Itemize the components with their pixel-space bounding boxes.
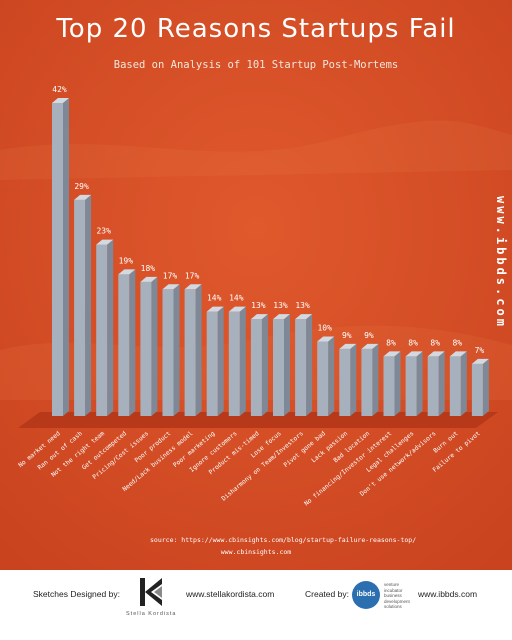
bar-side — [129, 269, 136, 416]
bar-top — [295, 314, 313, 320]
value-label: 13% — [295, 301, 310, 310]
bar-side — [107, 239, 114, 416]
value-label: 8% — [386, 338, 396, 347]
sketches-url[interactable]: www.stellakordista.com — [186, 589, 275, 599]
bar — [140, 281, 152, 416]
bar-side — [438, 351, 445, 416]
chart-title: Top 20 Reasons Startups Fail — [56, 14, 456, 44]
bar-top — [184, 284, 202, 290]
bar-top — [361, 343, 379, 349]
bar — [295, 319, 307, 416]
bar-side — [394, 351, 401, 416]
bar — [118, 274, 130, 416]
value-label: 8% — [408, 338, 418, 347]
value-label: 17% — [185, 271, 200, 280]
bar — [74, 199, 86, 416]
bar-side — [63, 98, 69, 416]
value-label: 29% — [74, 182, 89, 191]
ibbds-tagline: venture incubator business development s… — [384, 582, 410, 609]
bar-top — [74, 194, 92, 200]
bar-top — [250, 314, 268, 320]
bar-top — [118, 269, 136, 275]
bar — [184, 289, 196, 416]
value-label: 8% — [452, 338, 462, 347]
bar-top — [383, 351, 401, 357]
bar — [361, 348, 373, 416]
bar-side — [173, 284, 180, 416]
bar — [96, 244, 108, 416]
bar-top — [427, 351, 445, 357]
value-label: 9% — [364, 331, 374, 340]
bar — [162, 289, 174, 416]
bar-top — [52, 98, 69, 103]
bar — [383, 356, 395, 416]
bar — [317, 341, 329, 416]
value-label: 14% — [229, 294, 244, 303]
bar-side — [416, 351, 423, 416]
bar-top — [228, 306, 246, 312]
bar-side — [261, 314, 268, 416]
bar-side — [195, 284, 202, 416]
bar — [427, 356, 439, 416]
value-label: 42% — [52, 85, 67, 94]
created-label: Created by: — [305, 589, 349, 599]
bar-top — [405, 351, 423, 357]
value-label: 9% — [342, 331, 352, 340]
bar-top — [449, 351, 467, 357]
bar-side — [460, 351, 467, 416]
bar — [449, 356, 461, 416]
value-label: 23% — [96, 227, 111, 236]
category-label: Disharmony on Team/Investors — [220, 430, 305, 503]
infographic-poster: Top 20 Reasons Startups Fail Based on An… — [0, 0, 512, 570]
bar-side — [372, 343, 379, 416]
value-label: 19% — [119, 256, 134, 265]
bar — [339, 348, 351, 416]
bar-top — [273, 314, 290, 320]
value-label: 10% — [317, 323, 332, 332]
chart-subtitle: Based on Analysis of 101 Startup Post-Mo… — [113, 59, 399, 71]
bar-top — [206, 306, 224, 312]
value-label: 13% — [273, 301, 288, 310]
bar-side — [350, 343, 357, 416]
source-line: source: https://www.cbinsights.com/blog/… — [150, 536, 417, 544]
value-label: 7% — [475, 346, 485, 355]
bar-top — [96, 239, 114, 245]
bar-top — [317, 336, 335, 342]
value-label: 18% — [141, 264, 156, 273]
value-label: 14% — [207, 294, 222, 303]
ibbds-logo: ibbds — [352, 581, 380, 609]
bar — [250, 319, 262, 416]
bar-top — [162, 284, 180, 290]
bar-top — [339, 343, 357, 349]
bar-side — [151, 276, 158, 416]
value-label: 13% — [251, 301, 266, 310]
sketches-caption: Stella Kordista — [126, 611, 177, 617]
bar-side — [239, 306, 246, 416]
source-site: www.cbinsights.com — [220, 548, 292, 556]
value-label: 8% — [430, 338, 440, 347]
bar-side — [284, 314, 290, 416]
bar-side — [85, 194, 92, 416]
bar-top — [140, 276, 158, 282]
chart-floor — [18, 412, 498, 428]
side-url: www.ibbds.com — [494, 196, 508, 329]
bar-top — [471, 358, 489, 364]
bar-side — [217, 306, 224, 416]
bar — [206, 311, 218, 416]
value-label: 17% — [163, 271, 178, 280]
bar-side — [328, 336, 335, 416]
created-url[interactable]: www.ibbds.com — [418, 589, 478, 599]
bar-side — [306, 314, 313, 416]
bar — [273, 319, 284, 416]
sketches-logo-icon — [140, 578, 162, 606]
bar — [471, 363, 483, 416]
bar — [52, 103, 63, 416]
bar-side — [482, 358, 489, 416]
sketches-label: Sketches Designed by: — [33, 589, 120, 599]
bar — [405, 356, 417, 416]
credits-footer: Sketches Designed by: Stella Kordista ww… — [0, 570, 512, 640]
bar — [228, 311, 240, 416]
